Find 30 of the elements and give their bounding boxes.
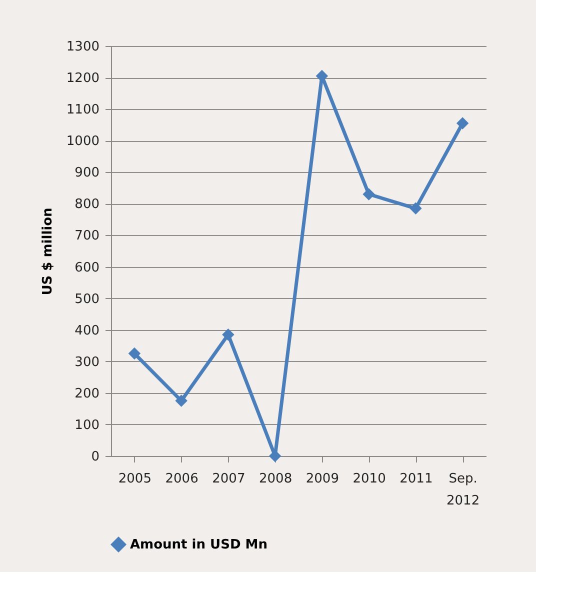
x-tick-label: 2007 [212, 472, 246, 486]
legend-label: Amount in USD Mn [130, 538, 268, 552]
point [410, 202, 422, 215]
y-tick-label: 500 [74, 292, 100, 307]
x-tick-label: 2006 [165, 472, 198, 486]
point [222, 328, 234, 341]
x-tick-label: 2010 [352, 472, 386, 486]
y-tick-label: 300 [74, 354, 100, 370]
x-tick-label: 2008 [259, 472, 292, 486]
x-tick-label: 2011 [400, 472, 433, 486]
y-tick-label: 1000 [66, 134, 100, 150]
point [128, 347, 141, 360]
y-tick-label: 200 [74, 386, 100, 402]
point [175, 394, 188, 407]
y-tick-label: 1100 [66, 102, 100, 118]
y-tick-label: 0 [91, 450, 100, 464]
y-axis-title: US $ million [40, 208, 56, 296]
y-tick-label: 400 [74, 323, 100, 338]
x-tick-label: 2005 [118, 472, 152, 486]
y-tick-label: 700 [74, 228, 100, 244]
x-tick-label: Sep. 2012 [446, 472, 480, 508]
y-tick-label: 100 [74, 418, 100, 433]
point [456, 117, 469, 130]
y-tick-label: 600 [74, 260, 100, 276]
y-tick-label: 800 [74, 197, 100, 212]
y-tick-label: 1200 [66, 71, 100, 86]
y-tick-label: 900 [74, 166, 100, 181]
x-tick-label: 2009 [306, 472, 339, 486]
point [362, 188, 375, 200]
y-tick-label: 1300 [66, 40, 100, 54]
